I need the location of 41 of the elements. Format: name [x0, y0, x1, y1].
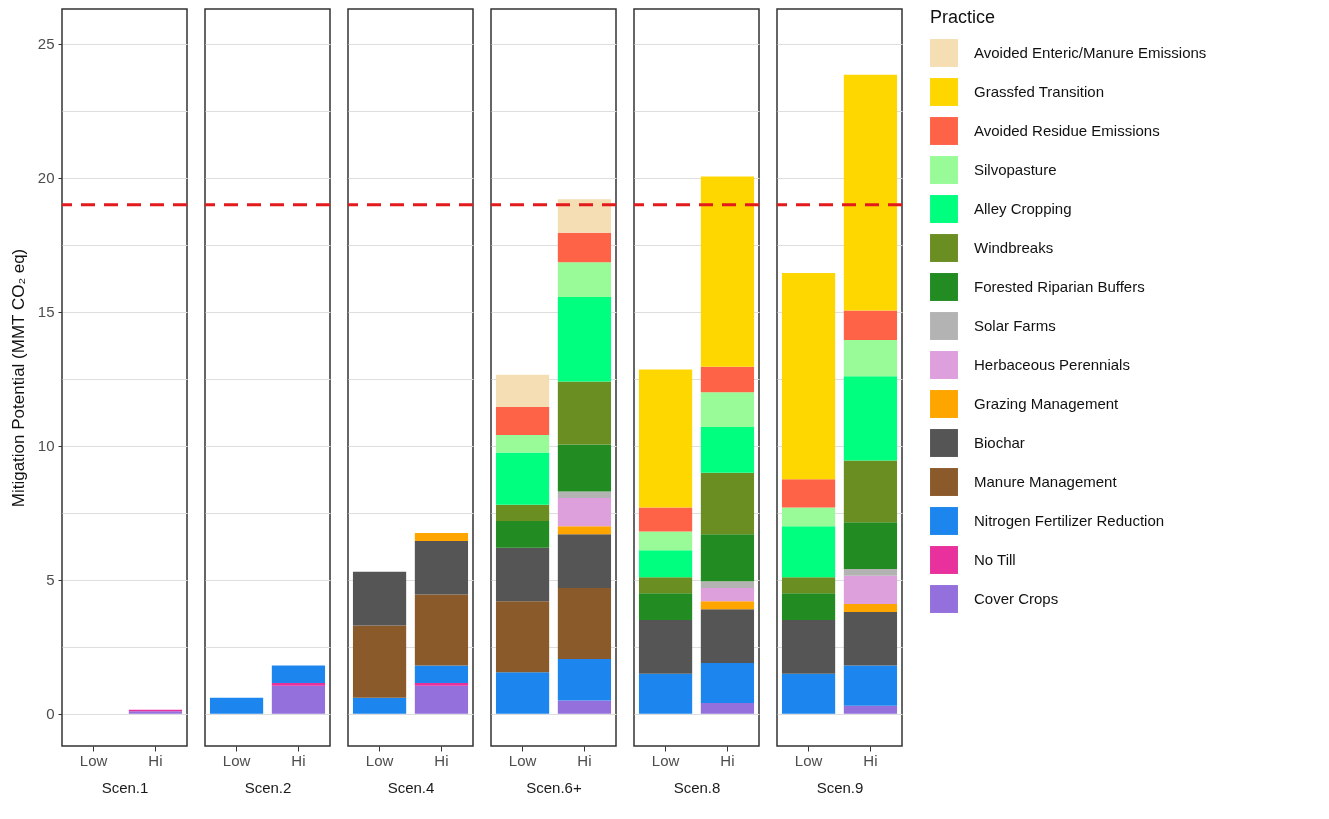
x-axis-title: Scen.4: [387, 778, 435, 796]
legend-label: No Till: [974, 551, 1016, 568]
y-tick-label: 0: [46, 705, 55, 723]
legend-label: Cover Crops: [974, 590, 1059, 607]
x-tick-label: Hi: [148, 751, 163, 769]
x-tick-label: Low: [508, 751, 537, 769]
x-tick-label: Low: [365, 751, 394, 769]
legend-label: Alley Cropping: [974, 200, 1072, 217]
legend-label: Manure Management: [974, 473, 1118, 490]
legend-label: Grazing Management: [974, 395, 1120, 412]
legend-label: Avoided Residue Emissions: [974, 122, 1160, 139]
legend-label: Forested Riparian Buffers: [974, 278, 1145, 295]
y-axis-title: Mitigation Potential (MMT CO₂ eq): [8, 248, 28, 508]
y-tick-label: 25: [37, 35, 55, 53]
x-axis-title: Scen.9: [816, 778, 864, 796]
x-tick-label: Low: [794, 751, 823, 769]
x-tick-label: Hi: [863, 751, 878, 769]
x-tick-label: Hi: [291, 751, 306, 769]
legend-label: Avoided Enteric/Manure Emissions: [974, 44, 1207, 61]
legend-title: Practice: [930, 7, 996, 27]
y-tick-label: 20: [37, 169, 55, 187]
y-tick-label: 15: [37, 303, 55, 321]
x-tick-label: Hi: [434, 751, 449, 769]
y-tick-label: 5: [46, 571, 55, 589]
x-axis-title: Scen.1: [101, 778, 149, 796]
x-axis-title: Scen.6+: [526, 778, 582, 796]
legend-label: Grassfed Transition: [974, 83, 1105, 100]
legend-label: Biochar: [974, 434, 1025, 451]
x-tick-label: Hi: [577, 751, 592, 769]
x-tick-label: Hi: [720, 751, 735, 769]
legend-label: Nitrogen Fertilizer Reduction: [974, 512, 1165, 529]
legend-label: Solar Farms: [974, 317, 1056, 334]
x-axis-title: Scen.8: [673, 778, 721, 796]
x-tick-label: Low: [651, 751, 680, 769]
x-tick-label: Low: [222, 751, 251, 769]
legend-label: Windbreaks: [974, 239, 1054, 256]
x-tick-label: Low: [79, 751, 108, 769]
y-tick-label: 10: [37, 437, 55, 455]
legend-label: Herbaceous Perennials: [974, 356, 1130, 373]
x-axis-title: Scen.2: [244, 778, 292, 796]
legend-label: Silvopasture: [974, 161, 1057, 178]
